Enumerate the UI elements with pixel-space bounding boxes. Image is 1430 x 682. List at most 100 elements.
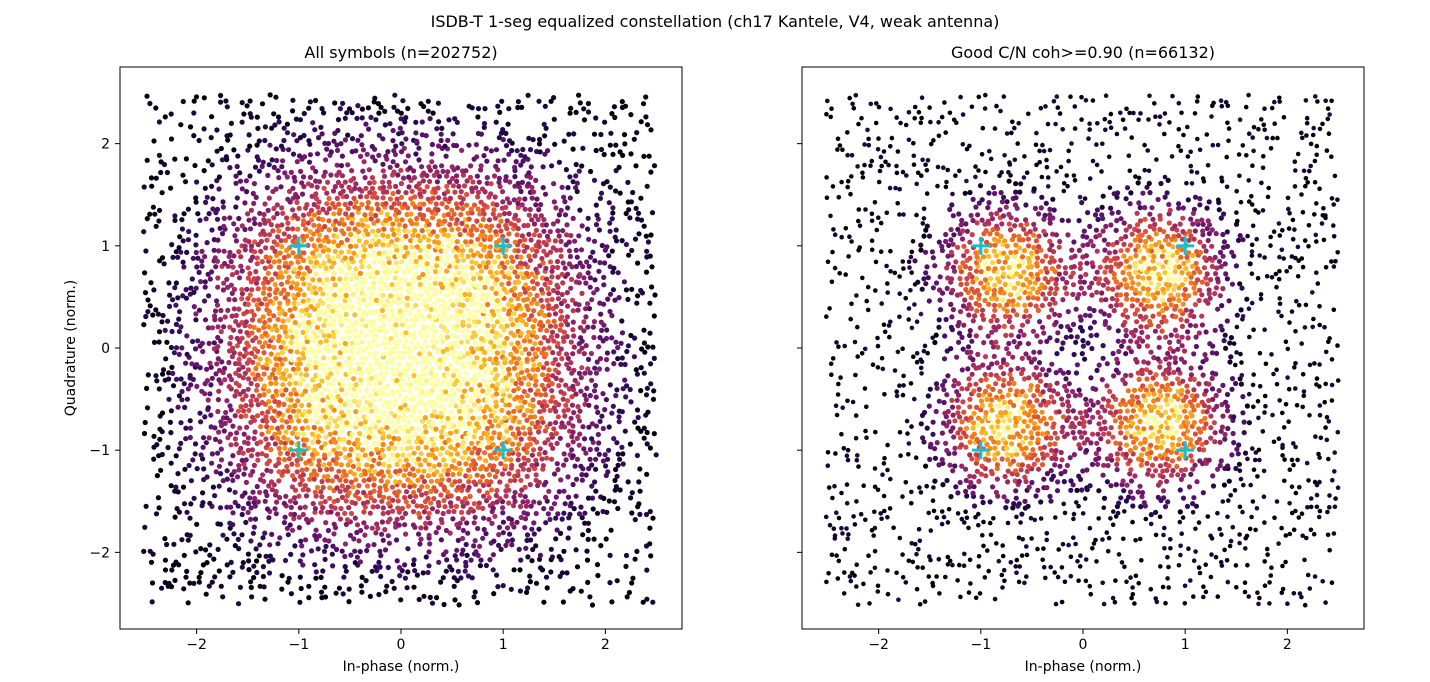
scatter-point	[144, 216, 150, 222]
scatter-point	[527, 435, 533, 442]
scatter-point	[1291, 591, 1297, 596]
scatter-point	[281, 231, 287, 237]
scatter-point	[354, 361, 360, 367]
scatter-point	[359, 589, 365, 595]
scatter-point	[625, 479, 631, 485]
scatter-point	[464, 297, 470, 303]
scatter-point	[209, 227, 215, 233]
scatter-point	[534, 248, 540, 254]
scatter-point	[527, 426, 533, 432]
scatter-point	[337, 302, 343, 308]
scatter-point	[264, 356, 270, 362]
scatter-point	[490, 552, 496, 558]
scatter-point	[433, 372, 439, 378]
scatter-point	[365, 105, 371, 111]
scatter-point	[449, 387, 455, 393]
scatter-point	[166, 396, 172, 402]
scatter-point	[325, 388, 332, 394]
scatter-point	[278, 344, 284, 350]
scatter-point	[496, 179, 502, 185]
scatter-point	[513, 159, 519, 165]
scatter-point	[491, 409, 497, 415]
scatter-point	[503, 493, 509, 499]
scatter-point	[222, 365, 228, 372]
scatter-point	[393, 207, 399, 213]
scatter-point	[468, 408, 474, 414]
scatter-point	[473, 549, 479, 555]
scatter-point	[359, 574, 365, 581]
scatter-point	[395, 436, 402, 442]
scatter-point	[501, 211, 508, 217]
scatter-point	[523, 321, 529, 328]
scatter-point	[202, 254, 208, 260]
scatter-point	[188, 478, 194, 484]
scatter-point	[436, 173, 442, 179]
scatter-point	[299, 341, 306, 347]
scatter-point	[598, 319, 604, 325]
scatter-point	[336, 340, 342, 346]
scatter-point	[531, 520, 537, 526]
scatter-point	[197, 217, 203, 223]
scatter-point	[270, 557, 276, 563]
scatter-point	[426, 243, 432, 250]
scatter-point	[486, 217, 493, 223]
scatter-point	[545, 319, 551, 325]
scatter-point	[406, 229, 412, 235]
scatter-point	[565, 535, 571, 541]
scatter-point	[395, 252, 401, 259]
scatter-point	[394, 292, 400, 298]
scatter-point	[474, 227, 480, 233]
scatter-point	[578, 375, 584, 381]
scatter-point	[267, 375, 273, 381]
scatter-point	[231, 531, 237, 537]
scatter-point	[231, 286, 238, 292]
scatter-point	[559, 570, 566, 576]
scatter-point	[477, 211, 483, 217]
scatter-point	[452, 479, 458, 485]
scatter-point	[326, 227, 332, 233]
scatter-point	[471, 479, 477, 485]
scatter-point	[199, 388, 205, 394]
scatter-point	[554, 282, 560, 288]
scatter-point	[603, 397, 610, 403]
scatter-point	[168, 111, 174, 117]
scatter-point	[585, 536, 591, 543]
scatter-point	[262, 530, 268, 536]
scatter-point	[585, 109, 592, 115]
scatter-point	[609, 313, 615, 319]
scatter-point	[401, 463, 407, 469]
scatter-point	[445, 415, 451, 422]
scatter-point	[308, 304, 314, 310]
scatter-point	[349, 136, 356, 142]
scatter-point	[260, 573, 266, 580]
scatter-point	[476, 415, 482, 422]
scatter-point	[536, 98, 542, 104]
scatter-point	[582, 510, 588, 516]
scatter-point	[564, 222, 570, 228]
scatter-point	[388, 441, 395, 447]
scatter-point	[273, 356, 279, 362]
scatter-point	[1088, 591, 1094, 597]
scatter-point	[585, 324, 591, 330]
scatter-point	[510, 503, 517, 509]
scatter-point	[187, 532, 193, 539]
scatter-point	[508, 586, 514, 592]
scatter-point	[562, 501, 568, 507]
scatter-point	[533, 177, 539, 183]
scatter-point	[368, 243, 374, 249]
scatter-point	[267, 298, 273, 304]
scatter-point	[149, 183, 155, 189]
scatter-point	[150, 204, 156, 210]
scatter-point	[322, 537, 328, 543]
scatter-point	[550, 264, 556, 270]
scatter-point	[432, 286, 438, 292]
scatter-point	[499, 364, 505, 370]
scatter-point	[447, 455, 453, 461]
scatter-point	[356, 306, 362, 312]
scatter-point	[530, 357, 536, 363]
scatter-point	[289, 334, 295, 340]
scatter-point	[245, 376, 252, 382]
scatter-point	[473, 142, 479, 148]
scatter-point	[476, 328, 482, 334]
scatter-point	[421, 372, 427, 378]
